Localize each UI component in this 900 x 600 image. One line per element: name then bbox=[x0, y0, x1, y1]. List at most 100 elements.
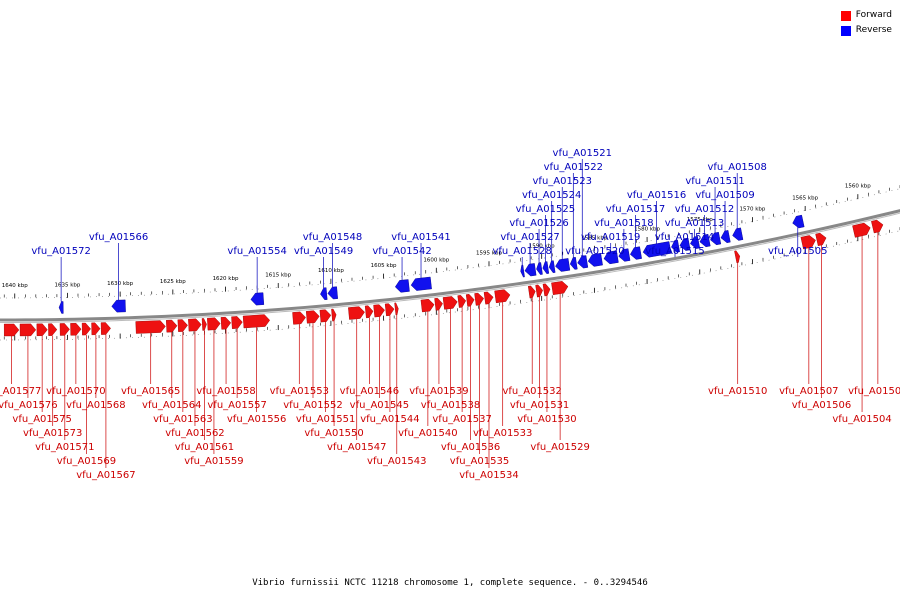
gene-label: vfu_A01544 bbox=[360, 414, 419, 425]
gene-label: vfu_A01533 bbox=[473, 428, 532, 439]
gene-arrow bbox=[734, 250, 740, 264]
scale-tick-label: 1595 kbp bbox=[476, 251, 502, 257]
gene-label: vfu_A01550 bbox=[304, 428, 363, 439]
gene-arrow bbox=[679, 237, 691, 251]
gene-arrow bbox=[201, 318, 207, 331]
gene-label: vfu_A01567 bbox=[76, 470, 135, 481]
gene-label: vfu_A01538 bbox=[421, 400, 480, 411]
lower-scale-track bbox=[0, 230, 900, 341]
gene-arrow bbox=[420, 298, 435, 313]
gene-label: vfu_A01520 bbox=[565, 246, 624, 257]
gene-arrow bbox=[19, 323, 37, 337]
gene-arrow bbox=[457, 295, 467, 308]
scale-tick-label: 1575 kbp bbox=[687, 217, 713, 223]
gene-label: vfu_A01569 bbox=[57, 456, 116, 467]
gene-arrow bbox=[319, 309, 332, 323]
gene-arrow bbox=[36, 323, 48, 337]
gene-label: vfu_A01540 bbox=[398, 428, 457, 439]
gene-label: vfu_A01536 bbox=[441, 442, 500, 453]
gene-label: vfu_A01506 bbox=[792, 400, 851, 411]
gene-arrow bbox=[177, 319, 188, 332]
gene-arrow bbox=[792, 214, 805, 229]
gene-label: vfu_A01563 bbox=[153, 414, 212, 425]
legend-reverse: Reverse bbox=[840, 23, 892, 38]
gene-arrow bbox=[536, 262, 543, 275]
gene-label: vfu_A01558 bbox=[196, 386, 255, 397]
gene-arrow bbox=[527, 285, 536, 299]
gene-arrow bbox=[524, 263, 537, 277]
gene-label: vfu_A01534 bbox=[459, 470, 518, 481]
gene-arrow bbox=[603, 250, 619, 265]
gene-label: vfu_A01529 bbox=[530, 442, 589, 453]
scale-tick-label: 1600 kbp bbox=[423, 257, 449, 263]
gene-arrow bbox=[91, 322, 101, 336]
gene-arrow bbox=[535, 284, 543, 298]
gene-label: vfu_A01577 bbox=[0, 386, 41, 397]
gene-arrow bbox=[871, 219, 884, 234]
gene-arrow bbox=[58, 301, 64, 314]
gene-label: vfu_A01571 bbox=[35, 442, 94, 453]
gene-arrow bbox=[100, 322, 111, 335]
gene-arrow bbox=[551, 281, 569, 295]
gene-arrow bbox=[135, 320, 166, 334]
gene-label: vfu_A01547 bbox=[327, 442, 386, 453]
gene-label: vfu_A01548 bbox=[303, 232, 362, 243]
gene-label: vfu_A01516 bbox=[627, 190, 686, 201]
gene-arrow bbox=[434, 297, 443, 311]
gene-label: vfu_A01530 bbox=[517, 414, 576, 425]
scale-tick-label: 1635 kbp bbox=[54, 282, 80, 288]
gene-label: vfu_A01509 bbox=[695, 190, 754, 201]
gene-arrows bbox=[3, 214, 884, 337]
gene-label: vfu_A01519 bbox=[581, 232, 640, 243]
gene-arrow bbox=[59, 323, 70, 336]
gene-arrow bbox=[207, 317, 221, 331]
gene-arrow bbox=[327, 286, 338, 300]
scale-tick-label: 1615 kbp bbox=[265, 273, 291, 279]
gene-label: vfu_A01505 bbox=[768, 246, 827, 257]
gene-label: vfu_A01575 bbox=[12, 414, 71, 425]
gene-label: vfu_A01545 bbox=[350, 400, 409, 411]
scale-tick-label: 1620 kbp bbox=[213, 276, 239, 282]
gene-label: vfu_A01508 bbox=[707, 162, 766, 173]
gene-arrow bbox=[348, 306, 365, 320]
gene-arrow bbox=[474, 292, 484, 306]
gene-label: vfu_A01542 bbox=[372, 246, 431, 257]
legend: Forward Reverse bbox=[840, 8, 892, 38]
gene-label: vfu_A01553 bbox=[270, 386, 329, 397]
gene-arrow bbox=[188, 318, 202, 332]
gene-label: vfu_A01504 bbox=[832, 414, 891, 425]
gene-arrow bbox=[111, 299, 126, 313]
gene-arrow bbox=[548, 260, 556, 273]
gene-label: vfu_A01531 bbox=[510, 400, 569, 411]
gene-label: vfu_A01541 bbox=[391, 232, 450, 243]
gene-label: vfu_A01503 bbox=[848, 386, 900, 397]
scale-tick-label: 1605 kbp bbox=[371, 263, 397, 269]
gene-arrow bbox=[494, 289, 511, 304]
gene-label: vfu_A01511 bbox=[685, 176, 744, 187]
gene-label: vfu_A01546 bbox=[340, 386, 399, 397]
gene-arrow bbox=[48, 323, 58, 336]
gene-arrow bbox=[671, 239, 680, 253]
scale-tick-label: 1640 kbp bbox=[2, 283, 28, 289]
gene-arrow bbox=[483, 291, 494, 305]
chromosome-backbone bbox=[0, 209, 900, 322]
scale-ticks: 1640 kbp 1635 kbp 1630 kbp 1625 kbp 1620 kbp… bbox=[0, 184, 900, 341]
gene-label: vfu_A01559 bbox=[184, 456, 243, 467]
gene-arrow bbox=[384, 303, 395, 317]
scale-tick-label: 1585 kbp bbox=[581, 235, 607, 241]
gene-arrow bbox=[690, 235, 700, 249]
gene-arrow bbox=[242, 314, 271, 329]
gene-arrow bbox=[710, 231, 722, 246]
gene-leader-lines bbox=[11, 159, 879, 468]
gene-arrow bbox=[720, 230, 731, 243]
gene-label: vfu_A01543 bbox=[367, 456, 426, 467]
legend-reverse-label: Reverse bbox=[855, 25, 892, 35]
gene-label: vfu_A01539 bbox=[409, 386, 468, 397]
gene-label: vfu_A01537 bbox=[432, 414, 491, 425]
gene-arrow bbox=[70, 323, 82, 336]
chromosome-backbone-shadow bbox=[0, 212, 900, 323]
gene-arrow bbox=[166, 319, 178, 333]
gene-label: vfu_A01557 bbox=[207, 400, 266, 411]
gene-label: vfu_A01562 bbox=[165, 428, 224, 439]
gene-arrow bbox=[220, 316, 232, 330]
